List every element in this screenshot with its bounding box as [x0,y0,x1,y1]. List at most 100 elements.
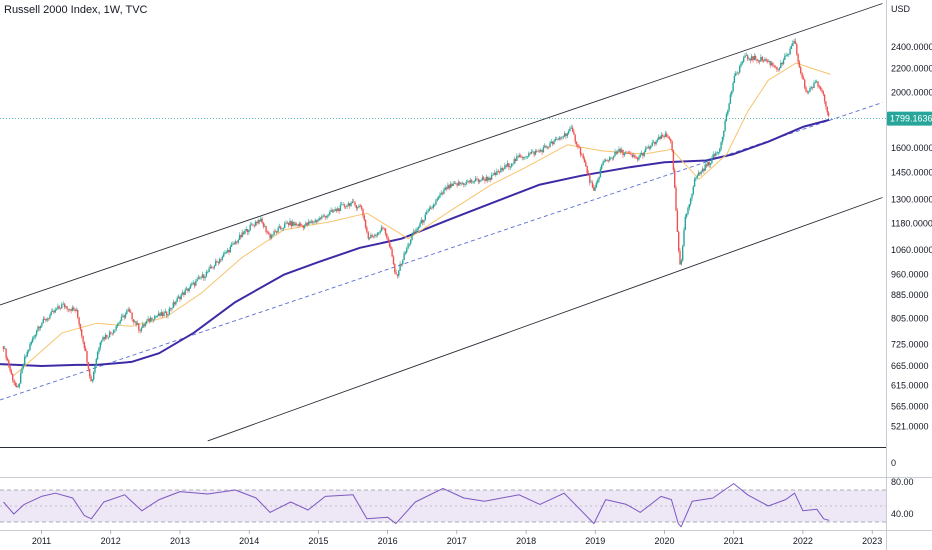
candle-body [432,205,434,209]
candle-body [770,62,773,66]
candle-body [586,166,588,173]
candle-body [367,232,369,239]
price-axis[interactable]: 2400.0000 2200.0000 2000.0000 1600.0000 1450… [891,42,932,432]
candle-body [617,151,619,154]
candle-body [375,234,377,236]
candle-body [626,152,628,154]
candle-body [236,241,238,243]
candle-body [577,144,579,147]
candle-body [412,231,415,235]
candle-body [180,294,182,300]
candle-body [619,149,621,153]
rsi-axis[interactable]: 80.00 40.00 [891,477,914,519]
candle-body [269,234,271,239]
candle-body [339,205,342,211]
candle-body [24,356,26,365]
candle-body [732,83,734,92]
candle-body [238,235,241,240]
candle-body [126,311,128,314]
candle-body [620,149,623,153]
candles [2,38,830,389]
candle-body [533,151,535,155]
candle-body [38,326,40,328]
candle-body [676,210,679,232]
candle-body [439,194,441,198]
candle-body [766,60,769,62]
candle-body [496,171,498,175]
candle-body [66,306,68,309]
candle-body [62,303,64,305]
candle-body [693,179,696,187]
candle-body [796,43,798,54]
candle-body [697,172,700,176]
candle-body [103,337,105,339]
channel-lines[interactable] [0,3,883,442]
candle-body [156,316,158,317]
candle-body [132,319,135,322]
candle-body [313,222,315,223]
candle-body [589,173,591,183]
candle-body [14,383,17,386]
candle-body [146,321,148,324]
candle-body [448,185,450,189]
price-tick-label: 885.0000 [891,290,929,300]
candle-body [261,218,263,223]
candle-body [249,224,251,231]
candle-body [245,229,247,232]
candle-body [232,243,234,245]
candle-body [800,67,802,73]
candle-body [574,134,576,142]
candle-body [179,296,181,300]
candle-body [234,241,237,244]
candle-body [497,171,499,172]
candle-body [246,229,249,233]
candle-body [650,146,652,149]
candle-body [169,308,172,310]
candle-body [376,233,379,236]
candle-body [476,178,478,180]
candle-body [513,159,515,164]
time-axis[interactable]: 2011 2012 2013 2014 2015 2016 2017 2018 2019 2020… [32,530,882,546]
candle-body [335,209,338,211]
candle-body [16,385,18,388]
candle-body [354,202,356,206]
candle-body [573,131,575,135]
candle-body [477,179,480,182]
candle-body [440,192,442,195]
candle-body [163,313,165,316]
candle-body [778,68,781,70]
candle-body [587,173,590,174]
candle-body [257,220,259,224]
candle-body [737,72,740,74]
time-tick-label: 2022 [793,536,813,546]
candle-body [668,137,671,139]
candle-body [8,360,10,367]
candle-body [761,57,763,61]
candle-body [518,155,521,158]
candle-body [419,223,421,227]
candle-body [406,248,408,253]
candle-body [675,187,677,211]
candle-body [201,274,204,278]
time-tick-label: 2016 [378,536,398,546]
candle-body [116,324,119,327]
candle-body [211,266,213,268]
candle-body [20,373,22,384]
candle-body [118,323,120,325]
candle-body [557,139,559,140]
candle-body [268,232,270,234]
candle-body [204,276,206,279]
candle-body [199,277,201,279]
candle-body [781,62,783,65]
candle-body [28,350,30,352]
candle-body [578,146,580,148]
candle-body [131,312,133,320]
candle-body [274,231,277,232]
candle-body [487,176,489,181]
candle-body [708,161,710,165]
candle-body [599,168,602,177]
candle-body [695,177,697,180]
candle-body [789,48,791,55]
candle-body [684,216,686,230]
